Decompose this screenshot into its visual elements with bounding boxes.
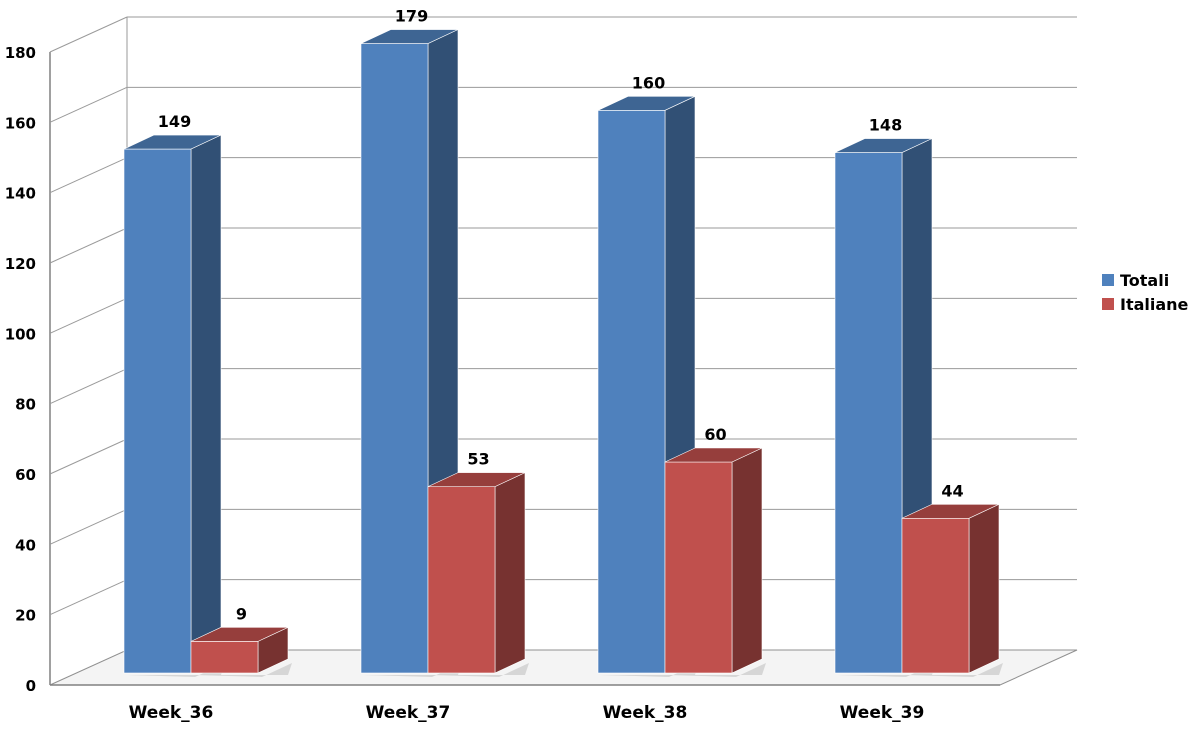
data-label: 53	[467, 450, 489, 469]
data-label: 60	[704, 425, 726, 444]
grid-diagonal	[49, 508, 128, 545]
y-axis-ticks: 0 20 40 60 80 100 120 140 160 180	[5, 44, 36, 695]
bar-italiane-week_37	[427, 486, 496, 674]
data-label: 9	[236, 604, 247, 623]
legend-label-italiane: Italiane	[1120, 294, 1189, 314]
bar-side-italiane	[494, 472, 526, 674]
y-tick-label: 80	[15, 396, 36, 414]
legend-item-italiane: Italiane	[1102, 292, 1188, 316]
x-tick-label: Week_37	[366, 703, 451, 723]
bar-top-totali	[834, 138, 933, 153]
bar-totali-week_39	[834, 152, 903, 674]
y-tick-label: 120	[5, 255, 36, 273]
y-tick-label: 40	[15, 536, 36, 554]
grid-diagonal	[49, 86, 128, 123]
bar-top-italiane	[901, 503, 1000, 519]
data-label: 44	[941, 481, 963, 500]
grid-diagonal	[49, 16, 128, 53]
y-tick-label: 160	[5, 114, 36, 132]
bar-totali-week_36	[123, 148, 192, 674]
y-tick-label: 180	[5, 44, 36, 62]
bar-top-totali	[123, 134, 222, 150]
data-label: 149	[158, 112, 191, 131]
y-tick-label: 20	[15, 607, 36, 625]
legend-label-totali: Totali	[1120, 270, 1170, 290]
grid-diagonal	[49, 157, 128, 194]
data-label: 179	[395, 7, 428, 26]
bar-side-italiane	[968, 503, 1000, 674]
y-tick-label: 60	[15, 466, 36, 484]
legend: Totali Italiane	[1102, 268, 1188, 316]
legend-swatch-totali	[1102, 274, 1114, 286]
x-tick-label: Week_39	[840, 703, 925, 723]
bar-italiane-week_36	[190, 641, 259, 674]
grid-diagonal	[49, 227, 128, 264]
bar-top-totali	[360, 29, 459, 44]
bar-top-italiane	[427, 472, 526, 487]
chart-floor	[49, 649, 1078, 686]
grid-diagonal	[49, 368, 128, 405]
data-label: 148	[869, 116, 902, 135]
grid-diagonal	[49, 438, 128, 475]
x-axis-categories: Week_36 Week_37 Week_38 Week_39	[129, 703, 925, 723]
y-tick-label: 0	[26, 677, 36, 695]
bar-top-totali	[597, 96, 696, 111]
bar-side-italiane	[731, 447, 763, 674]
x-tick-label: Week_38	[603, 703, 688, 723]
grid-diagonal	[49, 297, 128, 334]
bar-totali-week_38	[597, 110, 666, 674]
data-label: 160	[632, 73, 665, 92]
bar-italiane-week_38	[664, 461, 733, 674]
bar-top-italiane	[190, 627, 289, 642]
grid-diagonal	[49, 579, 128, 616]
bar-italiane-week_39	[901, 517, 970, 674]
legend-item-totali: Totali	[1102, 268, 1188, 292]
legend-swatch-italiane	[1102, 298, 1114, 310]
data-labels: 149 9 179 53 160 60 148 44	[158, 7, 964, 624]
bars	[123, 29, 1003, 677]
bar-totali-week_37	[360, 43, 429, 674]
x-tick-label: Week_36	[129, 703, 214, 723]
bar-side-totali	[190, 134, 222, 674]
y-tick-label: 140	[5, 185, 36, 203]
bar-top-italiane	[664, 447, 763, 463]
y-tick-label: 100	[5, 325, 36, 343]
